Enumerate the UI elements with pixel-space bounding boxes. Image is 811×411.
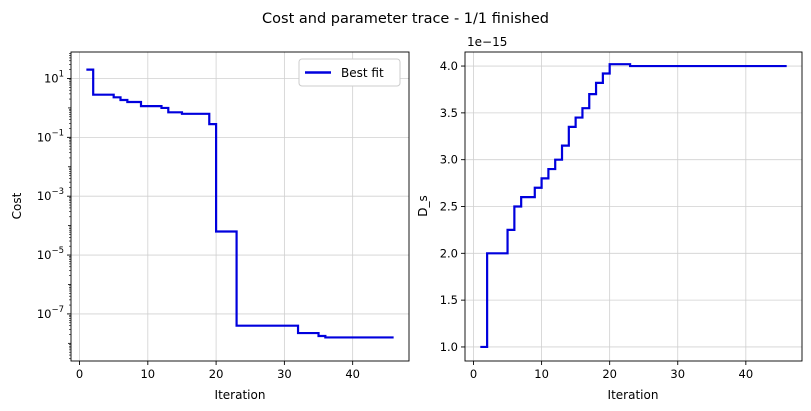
- cost-y-axis-label: Cost: [10, 192, 24, 219]
- y-tick-label: 2.0: [440, 246, 458, 260]
- legend-label: Best fit: [341, 66, 384, 80]
- series-line-best-fit: [86, 68, 394, 339]
- y-tick-label: 2.5: [440, 200, 458, 214]
- cost-legend: Best fit: [298, 58, 401, 87]
- x-tick-label: 10: [534, 367, 549, 381]
- x-tick-label: 0: [76, 367, 83, 381]
- y-tick-label: 1.5: [440, 293, 458, 307]
- x-tick-label: 10: [140, 367, 155, 381]
- y-tick-label: 101: [44, 69, 64, 85]
- ds-offset-label: 1e−15: [467, 35, 507, 49]
- y-tick-label: 3.5: [440, 106, 458, 120]
- ds-y-axis-label: D_s: [416, 195, 430, 217]
- y-tick-label: 1.0: [440, 340, 458, 354]
- x-tick-label: 0: [470, 367, 477, 381]
- ds-axes: 0 10 20 30 40 1.0 1.5 2.0 2.5 3.0 3.5 4.0: [440, 51, 803, 381]
- x-tick-label: 40: [345, 367, 360, 381]
- legend-frame: [298, 58, 401, 87]
- y-tick-label: 10−3: [37, 187, 64, 203]
- series-line-d-s: [480, 63, 787, 349]
- ds-x-axis-label: Iteration: [608, 388, 659, 402]
- cost-x-axis-label: Iteration: [215, 388, 266, 402]
- y-tick-label: 4.0: [440, 59, 458, 73]
- y-tick-label: 10−7: [37, 305, 64, 321]
- x-tick-label: 40: [739, 367, 754, 381]
- x-tick-label: 20: [602, 367, 617, 381]
- cost-axes: 0 10 20 30 40 101 10−1 10−3 10−5 10−7: [37, 51, 410, 381]
- x-tick-label: 20: [209, 367, 224, 381]
- x-tick-label: 30: [670, 367, 685, 381]
- axes-frame: [70, 51, 410, 362]
- y-tick-label: 3.0: [440, 153, 458, 167]
- y-tick-label: 10−1: [37, 128, 64, 144]
- x-tick-label: 30: [277, 367, 292, 381]
- figure-title: Cost and parameter trace - 1/1 finished: [262, 11, 549, 27]
- y-tick-label: 10−5: [37, 246, 64, 262]
